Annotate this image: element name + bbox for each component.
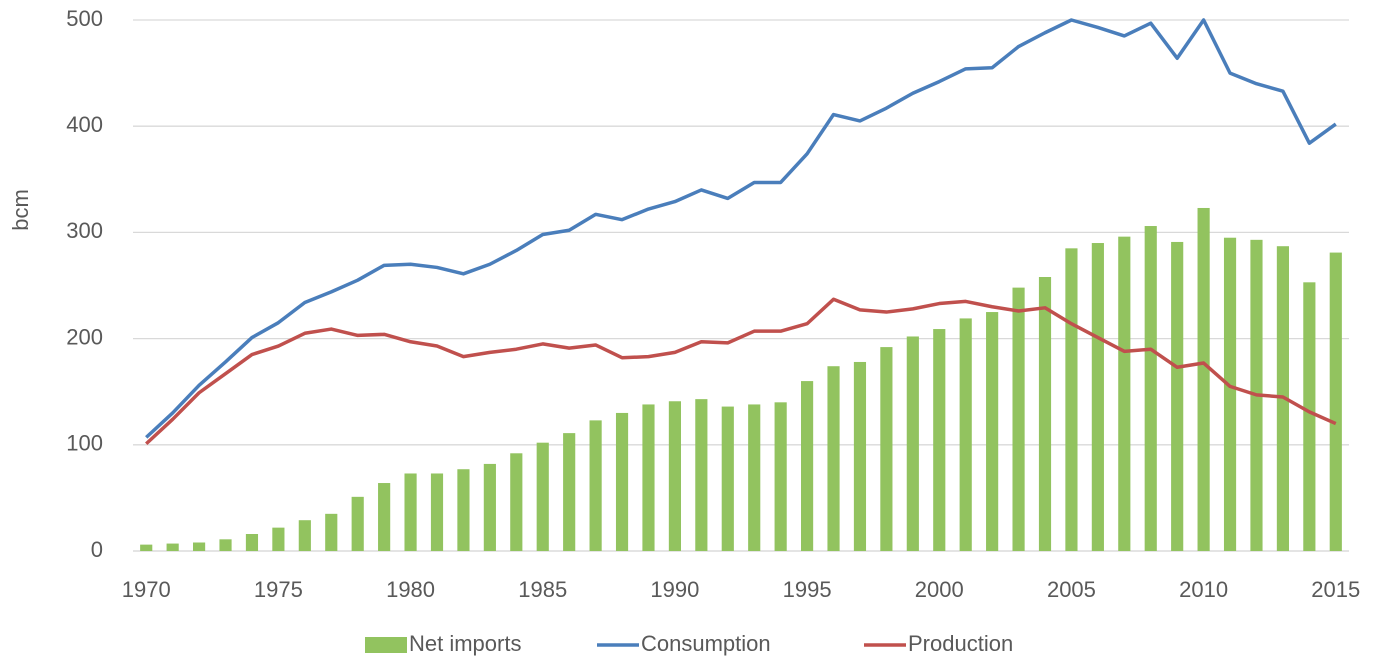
bar — [668, 401, 681, 551]
bar — [1038, 277, 1052, 551]
bar — [615, 412, 629, 551]
x-tick-label: 1990 — [650, 577, 699, 602]
bar — [906, 336, 919, 551]
bar — [774, 402, 787, 551]
bar — [642, 404, 655, 551]
bar — [880, 347, 893, 551]
bar — [933, 329, 946, 551]
line — [145, 18, 1337, 439]
bar — [1171, 241, 1184, 551]
x-tick-label: 1980 — [386, 577, 435, 602]
x-tick-label: 1995 — [783, 577, 832, 602]
bar — [695, 399, 708, 551]
bar — [245, 534, 259, 551]
bar — [219, 539, 232, 551]
bar — [457, 469, 470, 551]
bar — [510, 453, 523, 551]
x-tick-label: 2010 — [1179, 577, 1228, 602]
bar — [272, 527, 285, 551]
bar — [193, 542, 206, 551]
bar — [404, 473, 417, 551]
bar — [959, 318, 972, 551]
x-tick-label: 2000 — [915, 577, 964, 602]
bar — [140, 544, 153, 551]
bar — [1329, 252, 1342, 551]
bar — [1091, 243, 1104, 551]
bar — [721, 406, 734, 551]
y-tick-label: 300 — [66, 218, 103, 243]
bar — [1118, 236, 1131, 551]
bar — [563, 433, 576, 551]
legend-label: Production — [908, 631, 1013, 656]
bar — [801, 381, 814, 551]
bar — [166, 543, 179, 551]
x-tick-label: 1985 — [518, 577, 567, 602]
bar — [1223, 237, 1237, 551]
x-tick-label: 1975 — [254, 577, 303, 602]
x-tick-label: 1970 — [122, 577, 171, 602]
bar — [378, 483, 391, 551]
bar — [1303, 282, 1316, 551]
bar — [351, 496, 364, 551]
x-tick-label: 2005 — [1047, 577, 1096, 602]
line — [145, 297, 1337, 446]
legend-label: Consumption — [641, 631, 771, 656]
y-tick-label: 100 — [66, 431, 103, 456]
bar — [1012, 287, 1025, 551]
bar — [589, 420, 602, 551]
bar — [748, 404, 761, 551]
bar — [1065, 248, 1078, 551]
bar — [853, 361, 867, 551]
y-tick-label: 400 — [66, 112, 103, 137]
y-tick-label: 0 — [91, 537, 103, 562]
bar — [536, 442, 549, 551]
bar — [1197, 207, 1210, 551]
bar — [827, 366, 840, 551]
bar — [986, 312, 999, 551]
y-axis-label: bcm — [8, 189, 33, 231]
y-tick-label: 200 — [66, 324, 103, 349]
bar — [298, 520, 311, 551]
legend-swatch — [365, 637, 407, 653]
bar — [1144, 226, 1157, 551]
bar — [430, 473, 444, 551]
x-tick-label: 2015 — [1311, 577, 1360, 602]
bar — [483, 463, 496, 551]
bar — [325, 513, 338, 551]
y-tick-label: 500 — [66, 6, 103, 31]
legend-label: Net imports — [409, 631, 521, 656]
